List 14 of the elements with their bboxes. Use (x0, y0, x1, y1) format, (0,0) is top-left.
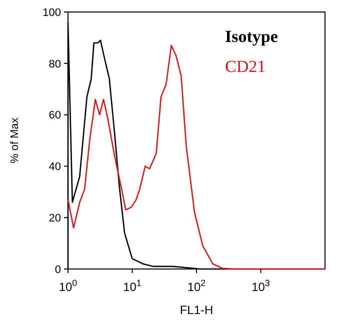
y-tick-label: 40 (48, 161, 61, 174)
x-tick-label: 10$^{3}$ (252, 278, 270, 294)
x-tick-label: 10$^{2}$ (187, 278, 206, 294)
text: CD21 (225, 57, 266, 76)
y-tick-label: 0 (54, 264, 61, 276)
y-tick-label: 80 (48, 58, 61, 70)
x-tick-label: 10$^{1}$ (123, 278, 142, 294)
x-tick-label: 10$^{0}$ (58, 278, 78, 294)
y-axis-title: % of Max (9, 117, 21, 164)
y-tick-label: 60 (48, 110, 61, 122)
x-axis-title: FL1-H (180, 303, 214, 317)
y-tick-label: 20 (48, 212, 61, 224)
y-tick-label: 100 (42, 6, 61, 19)
text: Isotype (225, 27, 278, 46)
